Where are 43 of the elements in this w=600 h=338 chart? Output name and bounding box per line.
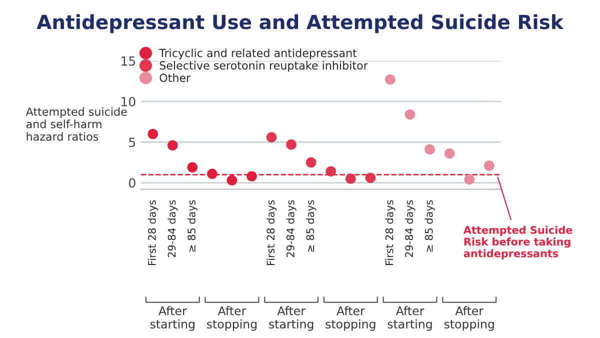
point bbox=[326, 166, 336, 177]
point bbox=[226, 175, 238, 186]
text: After stopping bbox=[326, 306, 376, 331]
x-tick-label: ≥ 85 days bbox=[424, 200, 435, 252]
text: After starting bbox=[269, 306, 314, 331]
point bbox=[246, 171, 257, 182]
y-tick-label: 5 bbox=[129, 138, 136, 148]
text: After starting bbox=[150, 306, 194, 331]
x-tick-label: ≥ 85 days bbox=[306, 200, 316, 252]
x-tick-label: First 28 days bbox=[148, 200, 158, 266]
legend-label: Tricyclic and related antidepressant bbox=[159, 48, 357, 60]
point bbox=[266, 132, 277, 142]
text: After starting bbox=[388, 306, 432, 331]
text: After stopping bbox=[444, 306, 494, 331]
y-tick-label: 0 bbox=[129, 178, 136, 188]
x-tick-label: First 28 days bbox=[385, 200, 396, 266]
chart-title: Antidepressant Use and Attempted Suicide Risk bbox=[36, 14, 564, 34]
point bbox=[207, 168, 218, 179]
point bbox=[424, 144, 435, 155]
x-tick-label: ≥ 85 days bbox=[187, 200, 198, 252]
point bbox=[286, 139, 296, 150]
x-tick-label: 29-84 days bbox=[168, 200, 178, 258]
x-tick-label: First 28 days bbox=[266, 200, 277, 266]
point bbox=[464, 174, 474, 185]
point bbox=[168, 140, 178, 151]
point bbox=[484, 160, 494, 171]
point bbox=[187, 162, 198, 172]
legend-label: Other bbox=[160, 73, 191, 82]
y-tick-label: 15 bbox=[122, 56, 136, 66]
x-tick-label: 29-84 days bbox=[286, 200, 296, 258]
legend-label: Selective serotonin reuptake inhibitor bbox=[160, 61, 368, 72]
x-tick-label: 29-84 days bbox=[404, 200, 416, 258]
point bbox=[346, 174, 356, 184]
text: After stopping bbox=[207, 306, 257, 331]
point bbox=[148, 128, 158, 140]
point bbox=[385, 74, 396, 85]
y-tick-label: 10 bbox=[122, 96, 136, 106]
point bbox=[306, 157, 316, 168]
point bbox=[404, 109, 416, 120]
ref-line-label: Attempted Suicide Risk before taking antidepressants bbox=[463, 226, 572, 260]
point bbox=[365, 172, 376, 184]
y-axis-title: Attempted suicide and self-harm hazard ratios bbox=[26, 107, 127, 141]
point bbox=[444, 148, 455, 159]
